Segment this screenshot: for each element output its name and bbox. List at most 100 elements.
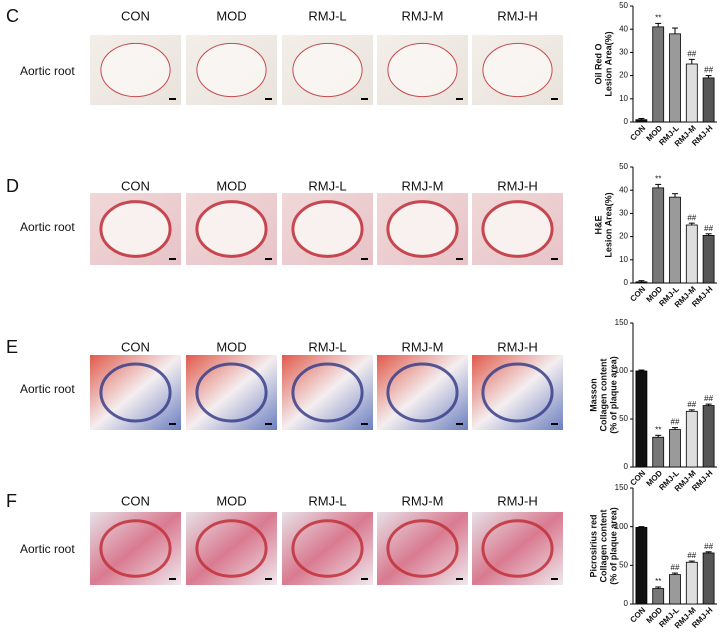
tissue-outline [195,362,268,423]
y-tick-label: 150 [615,318,629,327]
significance-label: ** [655,577,661,586]
bar [702,77,715,123]
panel-letter: C [6,6,19,26]
bar [669,196,681,284]
panel-letter: D [6,176,19,196]
micrograph [186,512,277,585]
y-tick-label: 30 [619,209,628,218]
y-tick-label: 100 [615,522,629,531]
x-tick-label: CON [628,123,647,142]
y-axis-label: Picrosirius red [588,514,598,577]
bar [635,527,648,605]
bar [685,410,698,468]
y-axis-label: H&E [593,215,603,234]
column-label: MOD [216,339,246,354]
tissue-outline [481,362,554,423]
significance-label: ## [704,542,713,551]
column-label: RMJ-H [497,493,537,508]
tissue-outline [386,519,459,578]
tissue-outline [386,362,459,423]
y-tick-label: 40 [619,24,628,33]
bar [652,588,665,605]
tissue-outline [386,200,459,258]
scale-bar [169,258,176,260]
y-tick-label: 30 [619,48,628,57]
micrograph [377,512,468,585]
significance-label: ## [687,213,696,222]
tissue-outline [195,519,268,578]
column-label: MOD [216,493,246,508]
column-label: RMJ-M [402,493,444,508]
micrograph [186,355,277,430]
bar [702,235,715,284]
column-label: RMJ-L [308,8,346,23]
tissue-outline [481,200,554,258]
y-tick-label: 50 [619,162,628,171]
tissue-outline [291,519,364,578]
micrograph [377,355,468,430]
micrograph [472,512,563,585]
column-label: CON [121,178,150,193]
y-tick-label: 50 [619,414,628,423]
tissue-outline [100,42,171,98]
bar [702,552,715,605]
tissue-outline [291,362,364,423]
micrograph [90,512,181,585]
bar [685,561,698,605]
column-label: MOD [216,178,246,193]
bar [652,436,665,468]
y-tick-label: 0 [624,278,629,287]
scale-bar [265,98,272,100]
column-label: MOD [216,8,246,23]
column-label: RMJ-L [308,178,346,193]
scale-bar [361,578,368,580]
significance-label: ** [655,425,661,434]
y-tick-label: 20 [619,71,628,80]
scale-bar [551,258,558,260]
y-axis-label: (% of plaque area) [608,356,618,434]
bar [685,224,698,284]
row-label: Aortic root [20,542,75,556]
y-tick-label: 150 [615,483,629,492]
column-label: CON [121,339,150,354]
bar [635,370,648,468]
column-label: RMJ-L [308,339,346,354]
scale-bar [551,423,558,425]
y-axis-label: Collagen content [598,358,608,431]
bar [669,33,681,123]
column-label: RMJ-H [497,8,537,23]
y-tick-label: 50 [619,1,628,10]
tissue-outline [387,42,458,98]
scale-bar [361,258,368,260]
bar [635,119,648,123]
y-tick-label: 0 [624,117,629,126]
scale-bar [456,423,463,425]
scale-bar [456,258,463,260]
y-axis-label: (% of plaque area) [608,507,618,585]
y-axis-label: Lesion Area(%) [603,31,613,96]
column-label: RMJ-M [402,178,444,193]
x-tick-label: CON [628,284,647,303]
bar [669,429,681,468]
tissue-outline [481,519,554,578]
scale-bar [361,423,368,425]
bar [635,281,648,284]
scale-bar [456,578,463,580]
tissue-outline [196,42,267,98]
y-tick-label: 50 [619,560,628,569]
bar [685,63,698,123]
tissue-outline [195,200,268,258]
y-axis-label: Oil Red O [593,43,603,84]
scale-bar [551,578,558,580]
tissue-outline [99,362,172,423]
column-label: RMJ-M [402,339,444,354]
micrograph [472,355,563,430]
column-label: CON [121,493,150,508]
significance-label: ## [671,418,680,427]
row-label: Aortic root [20,220,75,234]
micrograph [282,512,373,585]
bar [702,405,715,468]
column-label: RMJ-H [497,339,537,354]
significance-label: ## [687,400,696,409]
scale-bar [551,98,558,100]
